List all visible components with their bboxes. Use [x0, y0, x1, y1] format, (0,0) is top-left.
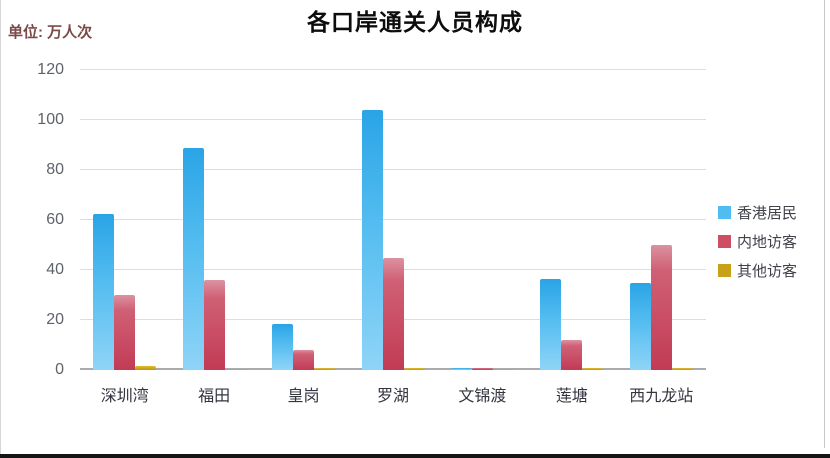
legend-item-label: 内地访客 [737, 233, 798, 251]
legend-item-3[interactable]: 其他访客 [718, 261, 798, 280]
x-axis-category-label: 莲塘 [555, 388, 588, 405]
bar-series3-cat2 [224, 369, 246, 370]
right-border-line [824, 0, 825, 448]
x-axis-category-label: 深圳湾 [100, 388, 149, 405]
legend-swatch-icon [718, 205, 731, 219]
bar-series3-cat1 [135, 366, 157, 370]
bar-group-1: 深圳湾 [93, 70, 157, 405]
y-axis-tick-label: 120 [37, 61, 64, 78]
gridline [80, 219, 706, 220]
legend-item-label: 其他访客 [737, 262, 798, 280]
bar-group-4: 罗湖 [361, 70, 425, 405]
y-axis-tick-label: 20 [46, 311, 64, 328]
legend-item-2[interactable]: 内地访客 [718, 232, 798, 251]
legend: 香港居民内地访客其他访客 [718, 203, 797, 290]
legend-item-1[interactable]: 香港居民 [718, 203, 798, 222]
bar-series2-cat6 [561, 340, 583, 370]
bar-series1-cat7 [629, 282, 651, 370]
y-axis-tick-label: 0 [55, 361, 64, 378]
unit-label: 单位: 万人次 [8, 24, 93, 41]
bar-group-3: 皇岗 [272, 70, 336, 405]
legend-swatch-icon [718, 234, 731, 248]
bottom-border-line [0, 454, 830, 458]
y-axis-tick-label: 60 [46, 211, 64, 228]
bar-group-5: 文锦渡 [450, 70, 514, 405]
bar-group-6: 莲塘 [540, 70, 604, 405]
bar-series2-cat4 [382, 257, 404, 370]
bar-series1-cat1 [93, 213, 115, 370]
bar-series2-cat1 [114, 295, 136, 370]
plot-area: 深圳湾 福田 皇岗 罗湖 文锦渡 莲塘 西九龙站 [80, 69, 706, 405]
bar-series1-cat2 [182, 147, 204, 370]
bar-series2-cat2 [203, 280, 225, 370]
x-axis-category-label: 福田 [198, 388, 231, 405]
chart-title: 各口岸通关人员构成 [307, 9, 523, 35]
gridline [80, 119, 706, 120]
gridline [80, 69, 706, 70]
bar-series3-cat5 [492, 369, 514, 370]
bar-series1-cat6 [540, 278, 562, 370]
left-border-line [0, 0, 1, 458]
bar-series3-cat7 [671, 367, 693, 370]
bar-series3-cat3 [314, 367, 336, 370]
bar-series2-cat7 [650, 245, 672, 370]
y-axis-tick-label: 100 [37, 111, 64, 128]
bar-series1-cat4 [361, 110, 383, 370]
y-axis: 0 20 40 60 80 100 120 [0, 61, 70, 378]
y-axis-tick-label: 40 [46, 261, 64, 278]
y-axis-tick-label: 80 [46, 161, 64, 178]
bar-series2-cat3 [293, 350, 315, 370]
x-axis-category-label: 罗湖 [376, 388, 410, 405]
legend-item-label: 香港居民 [737, 204, 798, 222]
bar-group-2: 福田 [182, 70, 246, 405]
bar-series3-cat6 [582, 367, 604, 370]
bar-group-7: 西九龙站 [629, 70, 693, 405]
bar-series1-cat3 [272, 323, 294, 370]
bar-series3-cat4 [403, 367, 425, 370]
bar-series1-cat5 [450, 367, 472, 370]
x-axis-category-label: 皇岗 [287, 388, 320, 405]
x-axis-category-label: 文锦渡 [458, 388, 507, 405]
legend-swatch-icon [718, 263, 731, 277]
gridline [80, 169, 706, 170]
bar-series2-cat5 [471, 367, 493, 370]
x-axis-category-label: 西九龙站 [629, 388, 694, 405]
